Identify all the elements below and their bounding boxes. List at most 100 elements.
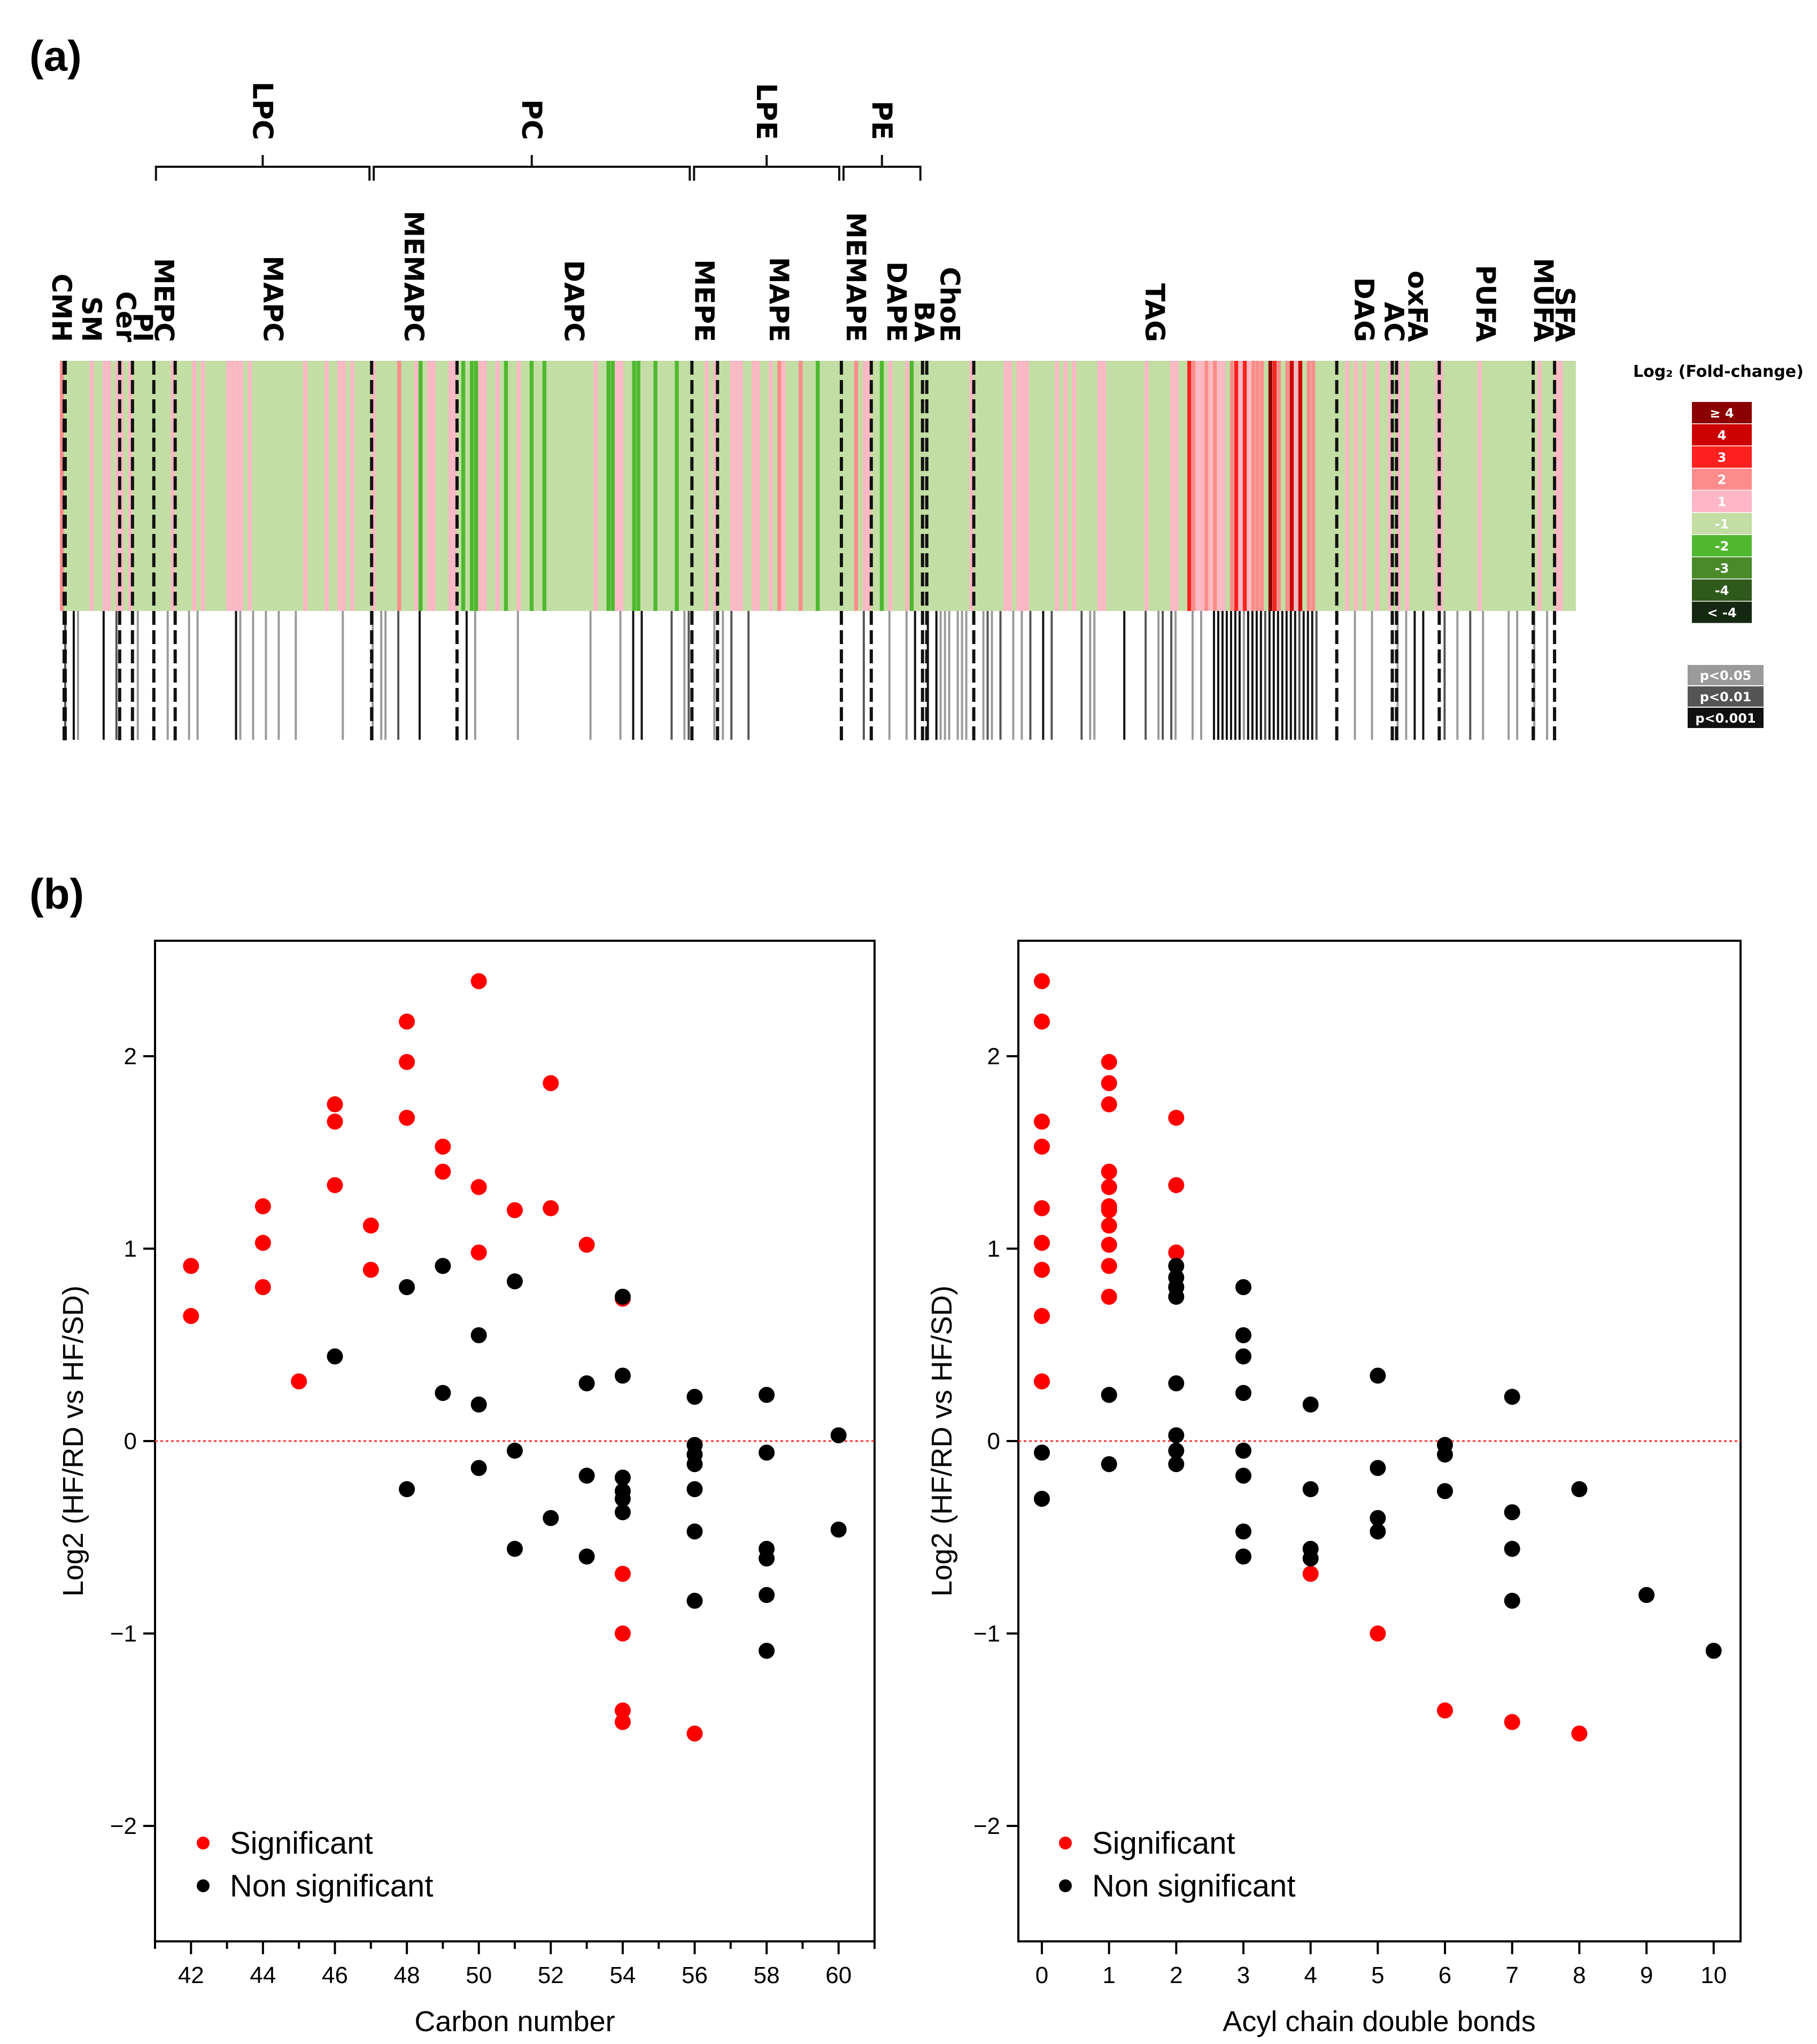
p-value-cell [1311,611,1313,740]
point-significant [1101,1096,1117,1112]
p-value-cell [670,611,673,740]
heatmap-cell [888,361,893,611]
p-value-cell [619,611,622,740]
legend-non-significant-marker [1059,1879,1072,1892]
point-non-significant [759,1550,775,1567]
y-tick-label: 0 [124,1428,137,1454]
panel-b-label: (b) [29,870,84,918]
point-non-significant [614,1491,631,1507]
heatmap-cell [192,361,196,611]
heatmap-cell [1174,361,1179,611]
p-value-cell [1123,611,1126,740]
p-value-cell [1289,611,1292,740]
heatmap-cell [239,361,243,611]
x-axis-ticks: 42 44 46 48 50 52 54 56 58 60 [154,1941,876,1988]
point-non-significant [1370,1367,1386,1384]
fold-change-legend-value: 3 [1718,450,1727,465]
p-value-cell [632,611,635,740]
p-value-cell [1234,611,1236,740]
point-non-significant [686,1389,703,1405]
point-significant [1168,1177,1185,1194]
class-label-sfa: SFA [1549,287,1580,342]
heatmap-cell [427,361,431,611]
point-non-significant [759,1444,775,1461]
p-value-cell [1247,611,1249,740]
fold-change-legend-swatch [1692,557,1752,579]
heatmap-cell [1537,361,1542,611]
p-value-cell [1174,611,1177,740]
x-tick-label: 48 [394,1962,420,1988]
class-label-mape: MAPE [763,257,794,342]
class-label-mufa: MUFA [1528,258,1559,343]
p-value-cell [939,611,942,740]
p-value-cell [1264,611,1266,740]
p-value-cell [1443,611,1446,740]
p-value-cell [730,611,733,740]
point-non-significant [327,1348,343,1365]
point-non-significant [507,1443,523,1459]
heatmap-cell [1230,361,1234,611]
x-tick-label: 52 [538,1962,564,1988]
point-non-significant [1235,1467,1251,1484]
heatmap-cell [675,361,679,611]
x-tick-label: 8 [1573,1962,1586,1988]
p-value-cell [465,611,468,740]
heatmap-cell [905,361,910,611]
heatmap-cell [337,361,342,611]
point-non-significant [614,1504,631,1521]
heatmap-cell [632,361,636,611]
heatmap-cell [1285,361,1290,611]
p-value-cell [384,611,387,740]
heatmap-cell [1055,361,1059,611]
y-tick-label: 2 [124,1043,137,1070]
y-tick-label: 0 [987,1428,1000,1454]
point-non-significant [614,1469,631,1486]
p-value-cell [986,611,989,740]
p-value-cell [914,611,916,740]
point-significant [614,1625,631,1642]
class-label-ba: BA [909,301,940,342]
p-value-cell [1281,611,1284,740]
p-value-cell [1170,611,1173,740]
p-value-cell [166,611,169,740]
x-tick-label: 9 [1640,1962,1653,1988]
y-tick-label: −1 [973,1621,1000,1647]
point-non-significant [1638,1587,1655,1603]
point-non-significant [1101,1456,1117,1473]
point-significant [470,1179,487,1195]
class-label-cer: Cer [110,291,141,343]
heatmap-cell [1208,361,1213,611]
class-label-mepc: MEPC [149,258,180,342]
p-value-cell [136,611,139,740]
point-non-significant [1235,1348,1251,1365]
p-value-cell [713,611,716,740]
point-non-significant [1235,1327,1251,1343]
heatmap-cell [431,361,436,611]
heatmap-cell [756,361,760,611]
x-tick-label: 46 [322,1962,348,1988]
point-significant [1101,1258,1117,1274]
group-bracket-pc [373,155,691,181]
point-non-significant [399,1481,415,1497]
heatmap-cell [1478,361,1482,611]
class-label-pufa: PUFA [1470,265,1501,343]
panel-a-label: (a) [29,32,82,80]
point-non-significant [1302,1396,1319,1413]
x-tick-label: 2 [1170,1962,1182,1988]
point-significant [1034,1013,1050,1030]
p-value-cell [1507,611,1510,740]
p-value-cell [1242,611,1245,740]
point-non-significant [686,1456,703,1473]
heatmap-cell [200,361,205,611]
point-significant [614,1714,631,1730]
heatmap-cell [615,361,619,611]
p-value-legend: p<0.05 p<0.01 p<0.001 [1688,665,1764,728]
y-tick-label: −1 [110,1621,137,1647]
point-non-significant [1034,1444,1050,1461]
point-non-significant [1370,1510,1386,1526]
point-non-significant [470,1327,487,1343]
fold-change-legend-swatch [1692,402,1752,423]
point-significant [327,1177,343,1194]
x-tick-label: 50 [466,1962,492,1988]
heatmap-cell [1388,361,1392,611]
